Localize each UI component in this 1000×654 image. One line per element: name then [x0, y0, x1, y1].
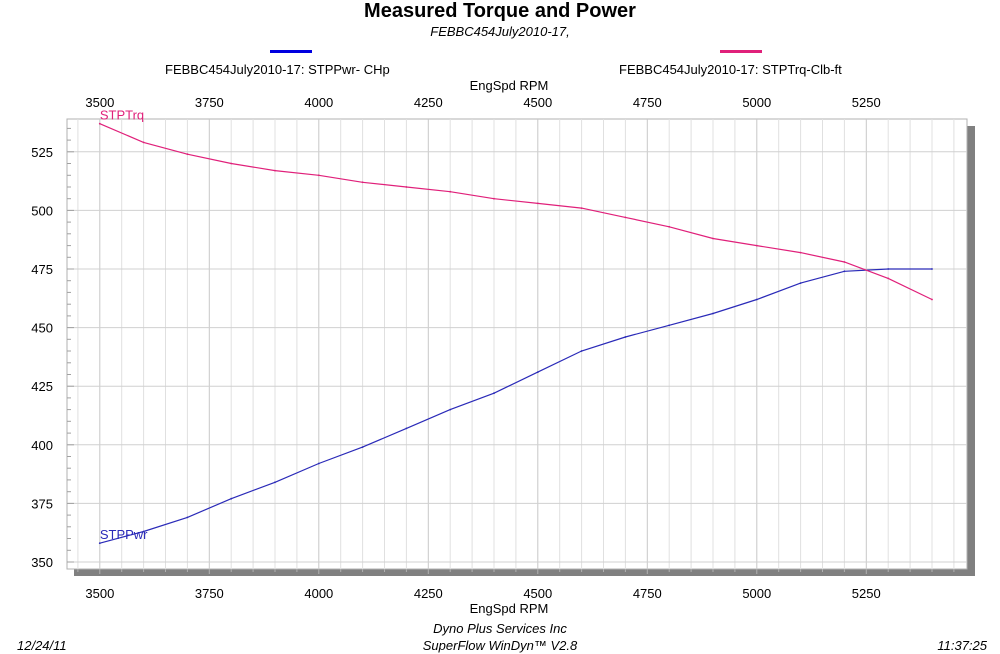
data-point-1	[668, 225, 671, 228]
series-inline-label-0: STPPwr	[100, 527, 148, 542]
data-point-1	[142, 141, 145, 144]
y-tick-label: 475	[31, 262, 53, 277]
data-point-0	[142, 530, 145, 533]
footer-date: 12/24/11	[17, 638, 67, 653]
data-point-0	[799, 282, 802, 284]
y-tick-label: 525	[31, 145, 53, 160]
data-point-1	[580, 207, 583, 210]
data-point-1	[361, 181, 364, 184]
y-tick-label: 500	[31, 203, 53, 218]
data-point-0	[186, 516, 189, 519]
data-point-0	[755, 298, 758, 301]
plot-area	[66, 118, 968, 570]
data-point-0	[405, 427, 408, 430]
x-tick-label-bottom: 4500	[523, 586, 552, 601]
data-point-0	[493, 392, 495, 395]
y-tick-label: 375	[31, 496, 53, 511]
y-tick-label: 425	[31, 379, 53, 394]
x-tick-label-top: 5250	[852, 95, 881, 110]
data-point-1	[536, 202, 539, 205]
data-point-0	[449, 408, 452, 411]
data-point-1	[449, 190, 452, 193]
data-point-1	[887, 277, 890, 280]
x-tick-label-bottom: 5250	[852, 586, 881, 601]
chart-subtitle: FEBBC454July2010-17,	[430, 24, 570, 39]
x-tick-label-top: 4250	[414, 95, 443, 110]
data-point-0	[98, 542, 101, 545]
x-tick-label-top: 4750	[633, 95, 662, 110]
data-point-0	[624, 336, 627, 338]
data-point-0	[843, 270, 846, 273]
x-tick-label-bottom: 4250	[414, 586, 443, 601]
legend-label-power: FEBBC454July2010-17: STPPwr- CHp	[165, 62, 390, 77]
x-tick-label-bottom: 3500	[85, 586, 114, 601]
x-tick-label-bottom: 4000	[304, 586, 333, 601]
x-tick-label-bottom: 4750	[633, 586, 662, 601]
data-point-0	[361, 446, 364, 448]
x-tick-label-top: 3500	[85, 95, 114, 110]
x-tick-label-top: 4500	[523, 95, 552, 110]
x-tick-label-top: 5000	[742, 95, 771, 110]
data-point-1	[186, 153, 189, 156]
data-point-1	[755, 244, 758, 247]
footer-software: SuperFlow WinDyn™ V2.8	[422, 638, 578, 653]
data-point-1	[230, 162, 233, 165]
chart-title: Measured Torque and Power	[364, 0, 636, 22]
data-point-0	[230, 497, 233, 500]
series-line-0	[99, 268, 932, 544]
data-point-1	[405, 186, 408, 188]
x-tick-label-top: 3750	[195, 95, 224, 110]
data-point-1	[712, 237, 714, 240]
data-point-0	[712, 312, 714, 315]
legend-label-torque: FEBBC454July2010-17: STPTrq-Clb-ft	[619, 62, 842, 77]
data-point-0	[931, 268, 933, 270]
series-line-1	[99, 123, 933, 301]
x-tick-label-bottom: 3750	[195, 586, 224, 601]
data-point-0	[274, 481, 276, 484]
x-tick-label-top: 4000	[304, 95, 333, 110]
y-tick-label: 350	[31, 555, 53, 570]
footer-time: 11:37:25	[937, 638, 987, 653]
footer-company: Dyno Plus Services Inc	[433, 621, 567, 636]
data-point-1	[493, 197, 495, 200]
data-point-1	[624, 216, 627, 219]
data-point-1	[931, 298, 933, 301]
y-tick-label: 400	[31, 438, 53, 453]
data-point-0	[887, 268, 890, 270]
x-axis-title-bottom: EngSpd RPM	[469, 601, 549, 616]
plot-shadow-bottom	[74, 569, 975, 576]
plot-shadow-right	[967, 126, 975, 576]
x-axis-title-top: EngSpd RPM	[469, 78, 549, 93]
legend-swatch-power	[270, 50, 312, 53]
data-point-0	[580, 350, 583, 352]
data-point-1	[317, 174, 320, 177]
data-point-0	[536, 371, 539, 373]
data-point-0	[668, 324, 671, 327]
data-point-1	[98, 122, 101, 125]
data-point-1	[274, 169, 276, 172]
data-point-1	[843, 261, 846, 263]
y-tick-label: 450	[31, 321, 53, 336]
data-point-0	[317, 462, 320, 465]
data-point-1	[799, 251, 802, 254]
x-tick-label-bottom: 5000	[742, 586, 771, 601]
series-inline-label-1: STPTrq	[100, 108, 144, 123]
legend-swatch-torque	[720, 50, 762, 53]
